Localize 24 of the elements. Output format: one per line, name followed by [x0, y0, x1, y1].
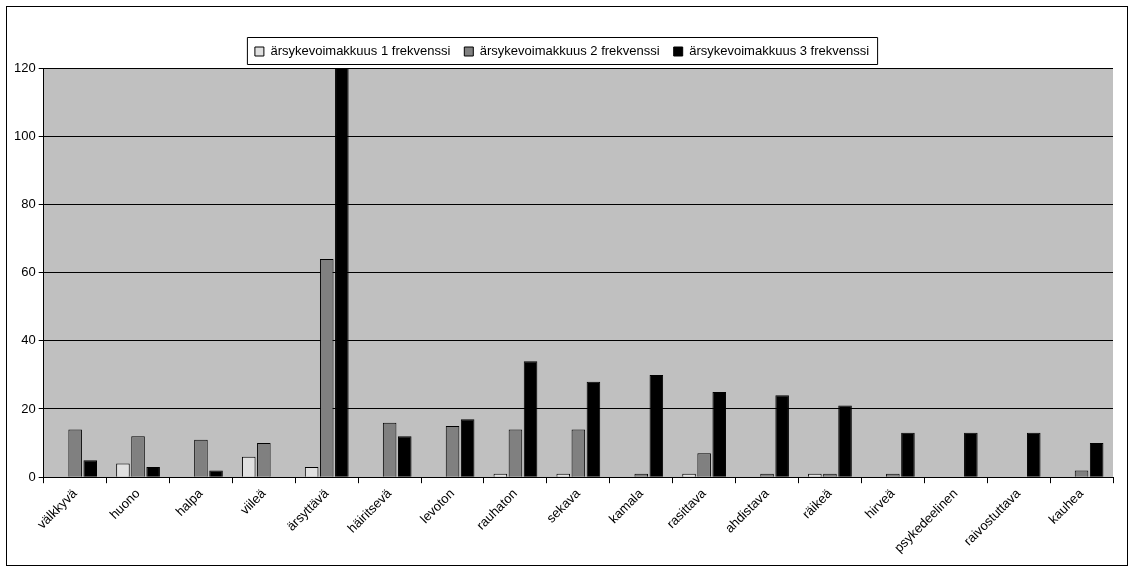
y-tick-label: 120 [13, 59, 36, 75]
bar [586, 381, 601, 477]
bar [901, 432, 915, 477]
y-tick-label: 60 [21, 264, 36, 280]
bar [460, 419, 475, 477]
legend-label: ärsykevoimakkuus 1 frekvenssi [270, 43, 451, 59]
bar [397, 436, 412, 477]
bar [523, 361, 538, 477]
bar [209, 470, 223, 477]
bar [335, 68, 349, 477]
bar [649, 374, 664, 477]
legend-label: ärsykevoimakkuus 3 frekvenssi [689, 43, 870, 59]
y-tick-label: 0 [28, 468, 36, 484]
bar [1089, 443, 1104, 477]
bar [775, 395, 789, 477]
y-tick-label: 100 [13, 127, 36, 143]
y-tick-label: 80 [21, 195, 36, 211]
y-tick-label: 20 [21, 400, 36, 416]
bar [964, 432, 978, 477]
y-tick-label: 40 [21, 332, 36, 348]
legend-label: ärsykevoimakkuus 2 frekvenssi [479, 43, 660, 59]
bar [1026, 432, 1041, 477]
bar [712, 391, 727, 477]
bar [838, 405, 852, 477]
